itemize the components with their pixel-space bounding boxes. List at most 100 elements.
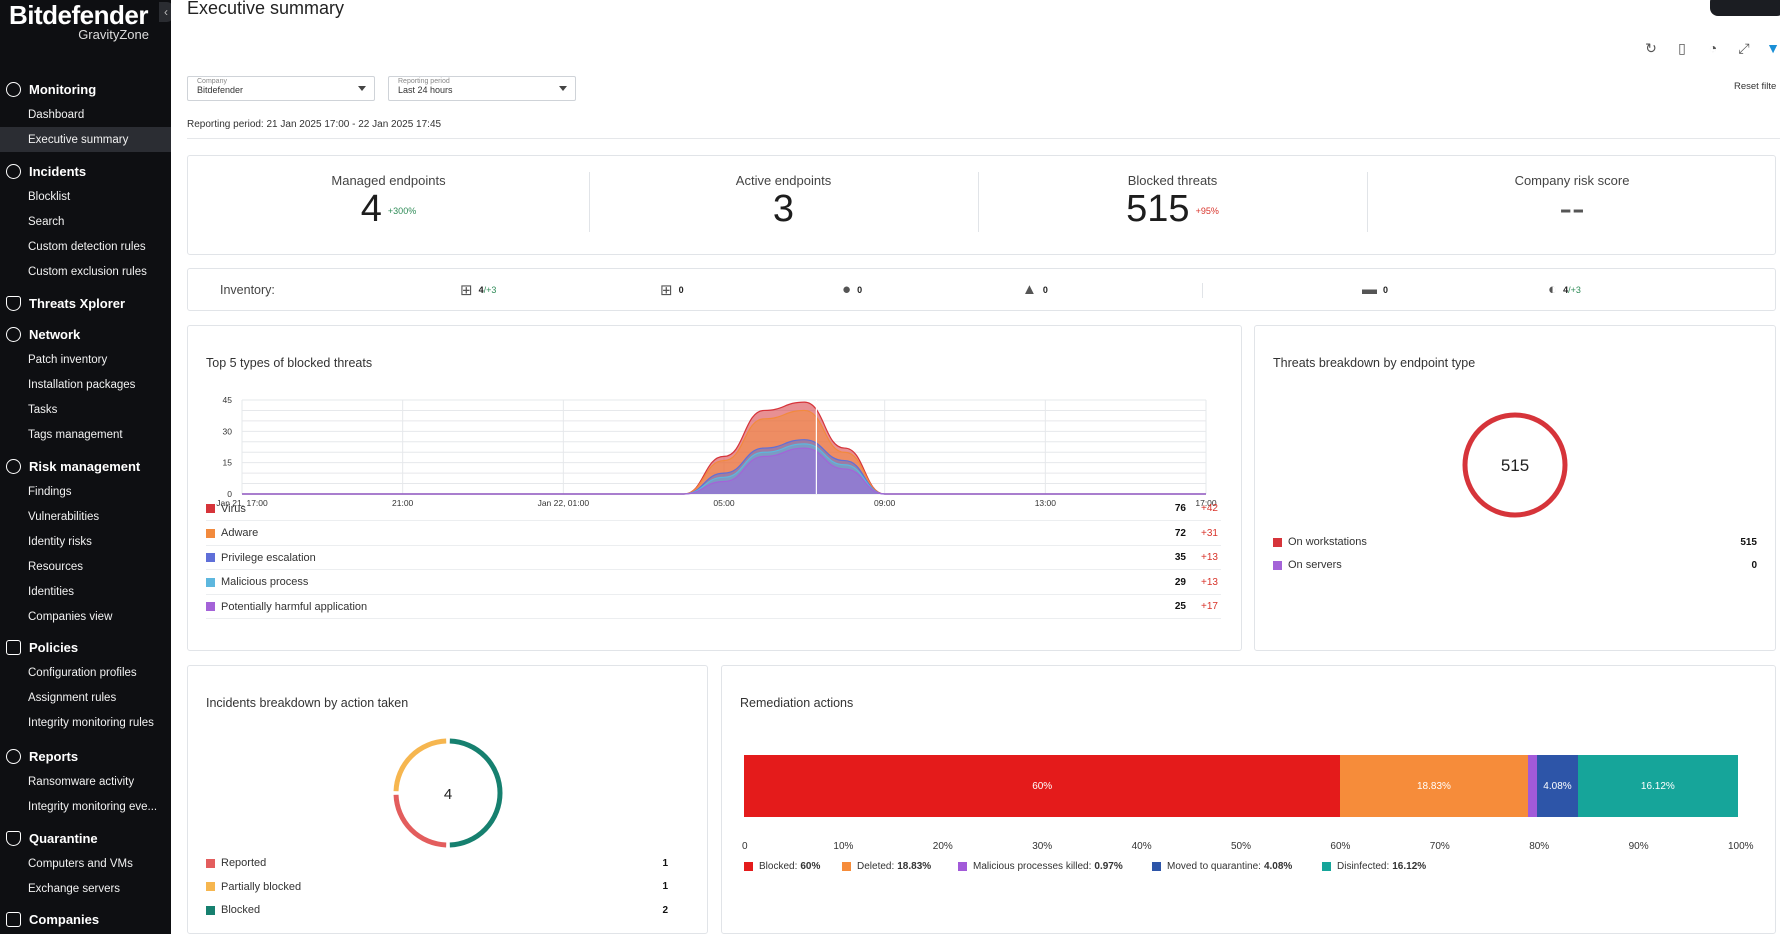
kpi-divider [589,172,590,232]
threat-legend-row[interactable]: Potentially harmful application 25 +17 [206,595,1221,619]
sidebar-item-assignment-rules[interactable]: Assignment rules [0,685,171,710]
inventory-count: 0 [857,284,863,295]
sidebar-item-findings[interactable]: Findings [0,479,171,504]
nav-head-quarantine[interactable]: Quarantine [0,825,171,851]
nav-head-label: Monitoring [29,81,97,97]
sidebar-item-vulnerabilities[interactable]: Vulnerabilities [0,504,171,529]
remediation-segment-moved-to-quarantine[interactable]: 4.08% [1537,755,1578,817]
collapse-sidebar-icon[interactable]: ‹ [159,2,171,22]
remediation-legend-item[interactable]: Disinfected: 16.12% [1322,861,1426,872]
threat-legend-row[interactable]: Privilege escalation 35 +13 [206,546,1221,570]
ring-segment-partially-blocked[interactable] [393,738,447,792]
ring-segment-reported[interactable] [393,794,447,848]
sidebar-item-ransomware-activity[interactable]: Ransomware activity [0,769,171,794]
kpi-active-endpoints[interactable]: Active endpoints 3 [589,156,978,254]
nav-head-reports[interactable]: Reports [0,743,171,769]
reporting-period-select[interactable]: Reporting period Last 24 hours [388,76,576,101]
remediation-segment-disinfected[interactable]: 16.12% [1577,755,1738,817]
virtual-machine-icon: ◐ [1548,281,1558,298]
incidents-legend-row[interactable]: Partially blocked 1 [206,876,692,898]
sidebar-item-custom-exclusion-rules[interactable]: Custom exclusion rules [0,259,171,284]
remediation-legend-item[interactable]: Moved to quarantine: 4.08% [1152,861,1292,872]
axis-tick-label: 70% [1429,841,1450,852]
remediation-legend-item[interactable]: Blocked: 60% [744,861,820,872]
inventory-windows-server[interactable]: ⊞ 0 [660,281,684,299]
inventory-sep: / [1568,284,1571,295]
remediation-segment-malicious-processes-killed[interactable] [1527,755,1538,817]
remediation-legend-name: Moved to quarantine: [1167,861,1261,872]
sidebar-item-custom-detection-rules[interactable]: Custom detection rules [0,234,171,259]
sidebar-item-dashboard[interactable]: Dashboard [0,102,171,127]
sidebar-item-tags-management[interactable]: Tags management [0,422,171,447]
refresh-icon[interactable]: ↻ [1645,40,1657,56]
inventory-virtual-machine[interactable]: ◐ 4/+3 [1548,281,1581,298]
kpi-company-risk-score[interactable]: Company risk score -- [1367,156,1777,254]
sidebar-item-executive-summary[interactable]: Executive summary [0,127,171,152]
nav-head-monitoring[interactable]: Monitoring [0,76,171,102]
kpi-value-wrap: 515 +95% [978,188,1367,231]
legend-swatch [206,858,215,868]
sidebar-item-label: Identities [28,585,75,598]
fullscreen-icon[interactable]: ⤢ [1738,40,1750,56]
export-pdf-icon[interactable]: ▯ [1678,40,1686,56]
sidebar-item-blocklist[interactable]: Blocklist [0,184,171,209]
sidebar-item-configuration-profiles[interactable]: Configuration profiles [0,660,171,685]
nav-head-companies[interactable]: Companies [0,906,171,932]
sidebar-item-installation-packages[interactable]: Installation packages [0,372,171,397]
sidebar-item-resources[interactable]: Resources [0,554,171,579]
reset-filter-link[interactable]: Reset filte [1734,81,1777,92]
nav-head-risk-management[interactable]: Risk management [0,453,171,479]
axis-tick-label: 60% [1330,841,1351,852]
user-menu-button[interactable] [1710,0,1780,16]
threat-name: Potentially harmful application [221,600,368,613]
company-select[interactable]: Company Bitdefender [187,76,375,101]
threat-name: Virus [221,502,246,515]
sidebar-item-identity-risks[interactable]: Identity risks [0,529,171,554]
nav-head-incidents[interactable]: Incidents [0,158,171,184]
threats-breakdown-legend-row[interactable]: On workstations 515 [1273,531,1759,553]
sidebar-item-label: Integrity monitoring rules [28,716,154,729]
inventory-monitor[interactable]: ▬ 0 [1362,281,1388,298]
remediation-legend-item[interactable]: Malicious processes killed: 0.97% [958,861,1123,872]
inventory-apple[interactable]: ● 0 [842,281,862,298]
ring-segment-blocked[interactable] [449,738,503,848]
inventory-linux[interactable]: ▲ 0 [1022,281,1048,298]
incidents-icon [6,163,21,179]
sidebar-item-label: Configuration profiles [28,666,137,679]
area-potentially-harmful-application[interactable] [242,448,1206,494]
incidents-legend-row[interactable]: Blocked 2 [206,899,692,921]
threat-name: Adware [221,527,259,539]
sidebar-item-patch-inventory[interactable]: Patch inventory [0,347,171,372]
threat-legend-row[interactable]: Adware 72 +31 [206,522,1221,546]
sidebar-item-identities[interactable]: Identities [0,579,171,604]
sidebar-item-companies-view[interactable]: Companies view [0,604,171,629]
threat-legend-row[interactable]: Virus 76 +42 [206,497,1221,521]
sidebar-item-integrity-monitoring-eve-[interactable]: Integrity monitoring eve... [0,794,171,819]
sidebar-item-computers-and-vms[interactable]: Computers and VMs [0,851,171,876]
filter-icon[interactable]: ▼ [1766,40,1780,56]
report-icon[interactable]: ◔ [1708,40,1718,56]
sidebar-item-integrity-monitoring-rules[interactable]: Integrity monitoring rules [0,710,171,735]
nav-head-label: Risk management [29,458,141,474]
threat-legend-row[interactable]: Malicious process 29 +13 [206,571,1221,595]
kpi-blocked-threats[interactable]: Blocked threats 515 +95% [978,156,1367,254]
remediation-legend-item[interactable]: Deleted: 18.83% [842,861,931,872]
nav-head-network[interactable]: Network [0,321,171,347]
inventory-windows-workstation[interactable]: ⊞ 4/+3 [460,281,496,299]
incidents-legend-row[interactable]: Reported 1 [206,852,692,874]
inventory-count: 0 [1383,284,1389,295]
sidebar-item-tasks[interactable]: Tasks [0,397,171,422]
remediation-segment-deleted[interactable]: 18.83% [1340,755,1528,817]
sidebar-item-search[interactable]: Search [0,209,171,234]
bitdefender-logo[interactable]: Bitdefender GravityZone [9,2,159,42]
kpi-managed-endpoints[interactable]: Managed endpoints 4 +300% [188,156,589,254]
inventory-count: 0 [1042,284,1048,295]
sidebar-item-label: Computers and VMs [28,857,133,870]
threats-breakdown-legend-row[interactable]: On servers 0 [1273,554,1759,576]
nav-head-policies[interactable]: Policies [0,634,171,660]
nav-head-threats-xplorer[interactable]: Threats Xplorer [0,290,171,316]
threats-breakdown-title: Threats breakdown by endpoint type [1273,356,1476,370]
sidebar-item-exchange-servers[interactable]: Exchange servers [0,876,171,901]
remediation-segment-blocked[interactable]: 60% [744,755,1341,817]
incident-action-value: 2 [662,904,668,916]
